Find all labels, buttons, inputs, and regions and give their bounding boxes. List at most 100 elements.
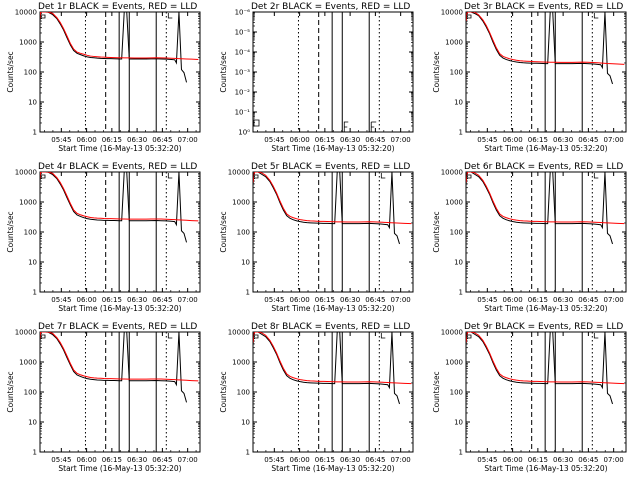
marker-glyph (380, 173, 386, 179)
panel-title: Det 2r BLACK = Events, RED = LLD (251, 2, 410, 12)
marker-glyph (593, 333, 599, 339)
plot-frame (252, 331, 414, 453)
x-axis-label: Start Time (16-May-13 05:32:20) (58, 304, 181, 313)
x-tick-label: 06:15 (315, 296, 335, 304)
marker-glyph (380, 333, 386, 339)
y-tick-label: 1000 (19, 39, 37, 47)
y-tick-label: 10 (28, 99, 37, 107)
events-series-line (40, 172, 188, 243)
x-tick-label: 07:00 (391, 456, 411, 464)
events-series-line (466, 172, 614, 245)
panel-title: Det 8r BLACK = Events, RED = LLD (251, 322, 410, 332)
y-axis-label: Counts/sec (432, 371, 441, 412)
x-tick-label: 05:45 (477, 456, 497, 464)
x-tick-label: 05:45 (264, 296, 284, 304)
corner-glyph (40, 334, 46, 339)
x-tick-label: 06:00 (290, 136, 310, 144)
y-tick-label: 10⁻⁴ (235, 49, 251, 57)
y-tick-label: 10⁻⁶ (235, 9, 251, 17)
x-tick-label: 06:30 (340, 296, 360, 304)
x-tick-label: 06:00 (290, 296, 310, 304)
x-tick-label: 07:00 (178, 136, 198, 144)
x-tick-label: 07:00 (391, 296, 411, 304)
events-series-line (466, 12, 614, 85)
detector-panel: Det 5r BLACK = Events, RED = LLD 1 10 100 10… (219, 162, 414, 313)
lld-series-line (466, 12, 625, 65)
y-tick-label: 10000 (228, 169, 250, 177)
y-tick-label: 100 (237, 389, 250, 397)
y-tick-label: 1000 (445, 199, 463, 207)
y-tick-label: 1 (33, 289, 37, 297)
detector-panel: Det 7r BLACK = Events, RED = LLD 1 10 100 10… (6, 322, 201, 473)
y-axis-label: Counts/sec (219, 371, 228, 412)
y-tick-label: 1 (33, 129, 37, 137)
x-tick-label: 06:30 (340, 456, 360, 464)
x-axis-label: Start Time (16-May-13 05:32:20) (58, 144, 181, 153)
y-axis-label: Counts/sec (432, 51, 441, 92)
x-tick-label: 07:00 (391, 136, 411, 144)
marker-glyph (593, 173, 599, 179)
y-tick-label: 10000 (15, 9, 37, 17)
lld-series-line (253, 172, 412, 225)
x-tick-label: 06:30 (340, 136, 360, 144)
x-tick-label: 06:30 (553, 136, 573, 144)
corner-glyph (253, 119, 260, 127)
y-tick-label: 1000 (445, 359, 463, 367)
x-axis-label: Start Time (16-May-13 05:32:20) (271, 144, 394, 153)
detector-panel: Det 4r BLACK = Events, RED = LLD 1 10 100 10… (6, 162, 201, 313)
corner-glyph (253, 334, 259, 339)
marker-glyph (370, 121, 377, 133)
y-axis-label: Counts/sec (6, 51, 15, 92)
y-axis-label: Counts/sec (6, 211, 15, 252)
y-tick-label: 10⁻² (235, 89, 251, 97)
corner-glyph (40, 14, 46, 19)
y-tick-label: 1000 (19, 359, 37, 367)
x-tick-label: 05:45 (51, 296, 71, 304)
lld-series-line (40, 332, 199, 382)
corner-glyph (253, 174, 259, 179)
events-series-line (466, 332, 614, 405)
x-tick-label: 06:00 (290, 456, 310, 464)
x-tick-label: 06:45 (365, 296, 385, 304)
x-tick-label: 07:00 (604, 456, 624, 464)
y-tick-label: 10⁻¹ (235, 109, 251, 117)
y-tick-label: 100 (450, 389, 463, 397)
panel-title: Det 1r BLACK = Events, RED = LLD (38, 2, 197, 12)
y-tick-label: 100 (24, 69, 37, 77)
panel-title: Det 7r BLACK = Events, RED = LLD (38, 322, 197, 332)
x-axis-label: Start Time (16-May-13 05:32:20) (271, 304, 394, 313)
x-axis-label: Start Time (16-May-13 05:32:20) (58, 464, 181, 473)
y-tick-label: 1 (459, 129, 463, 137)
x-tick-label: 06:15 (528, 136, 548, 144)
marker-glyph (167, 13, 173, 19)
y-tick-label: 10 (454, 259, 463, 267)
x-tick-label: 06:45 (578, 136, 598, 144)
lld-series-line (40, 12, 199, 60)
x-tick-label: 06:45 (578, 296, 598, 304)
y-tick-label: 1 (33, 449, 37, 457)
y-tick-label: 10 (241, 259, 250, 267)
x-tick-label: 06:45 (578, 456, 598, 464)
corner-glyph (466, 174, 472, 179)
x-tick-label: 06:00 (77, 296, 97, 304)
y-tick-label: 100 (24, 389, 37, 397)
y-tick-label: 1 (459, 449, 463, 457)
x-tick-label: 06:15 (102, 456, 122, 464)
y-axis-label: Counts/sec (219, 211, 228, 252)
events-series-line (40, 332, 188, 403)
x-tick-label: 07:00 (604, 296, 624, 304)
panel-title: Det 5r BLACK = Events, RED = LLD (251, 162, 410, 172)
x-tick-label: 06:45 (152, 136, 172, 144)
plot-frame (252, 11, 414, 133)
x-tick-label: 06:00 (503, 456, 523, 464)
y-tick-label: 100 (450, 229, 463, 237)
x-tick-label: 05:45 (51, 456, 71, 464)
y-tick-label: 10⁻³ (235, 69, 251, 77)
x-tick-label: 05:45 (264, 136, 284, 144)
y-tick-label: 10⁰ (238, 129, 250, 137)
y-tick-label: 100 (24, 229, 37, 237)
x-axis-label: Start Time (16-May-13 05:32:20) (484, 144, 607, 153)
y-tick-label: 1 (246, 289, 250, 297)
x-tick-label: 05:45 (264, 456, 284, 464)
